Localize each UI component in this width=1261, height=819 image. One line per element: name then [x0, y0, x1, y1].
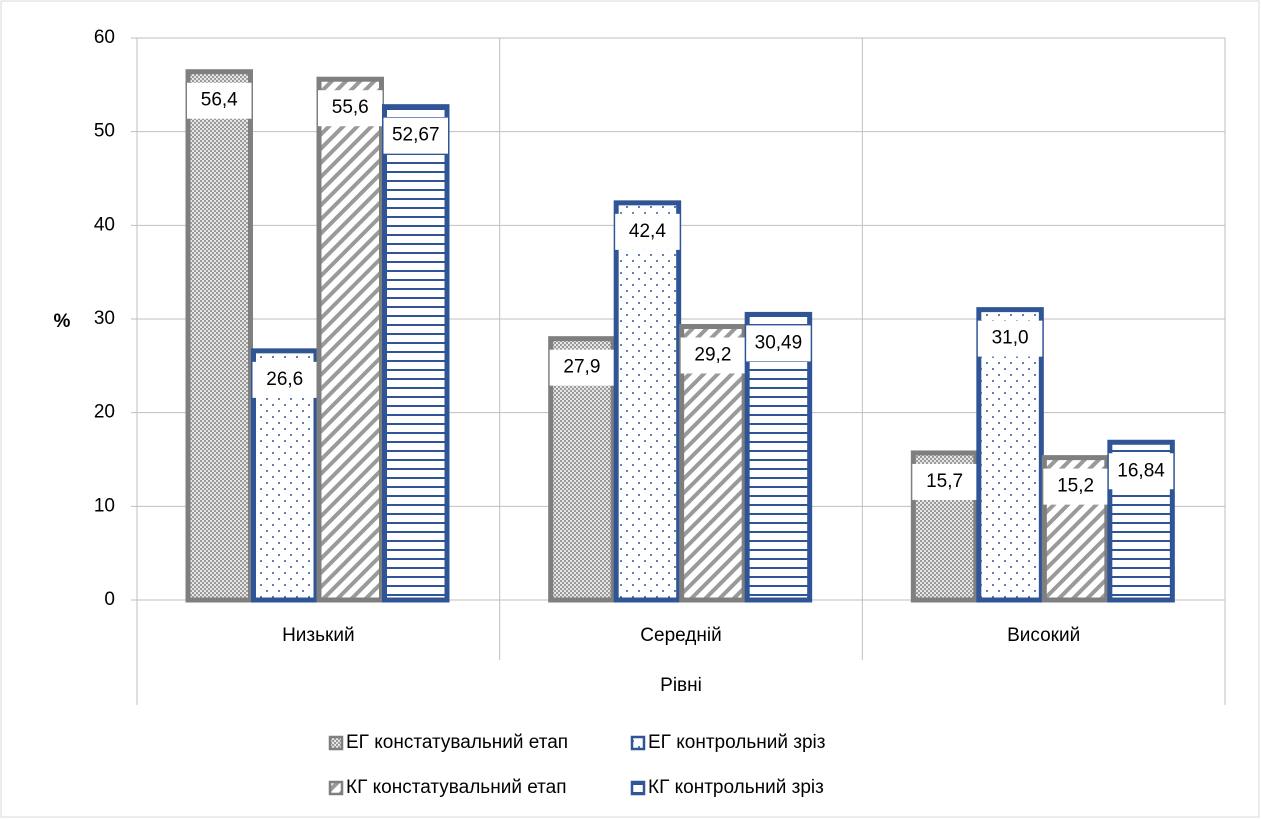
data-label: 31,0: [992, 328, 1029, 349]
data-label-box: [252, 361, 317, 398]
data-label: 16,84: [1117, 460, 1165, 481]
data-label: 15,2: [1057, 476, 1094, 497]
y-tick-label: 10: [94, 495, 115, 516]
bar: [185, 69, 253, 603]
data-label: 42,4: [629, 221, 666, 242]
data-label: 26,6: [266, 369, 303, 390]
data-label: 30,49: [755, 332, 803, 353]
data-label-box: [746, 325, 811, 362]
bar: [382, 104, 450, 603]
data-label-box: [977, 320, 1043, 357]
data-label-box: [615, 213, 680, 250]
bar: [316, 76, 384, 603]
data-label-box: [912, 463, 977, 500]
data-label-box: [318, 90, 383, 127]
data-label-box: [549, 349, 615, 386]
data-label: 55,6: [332, 97, 369, 118]
legend-label: ЕГ контрольний зріз: [648, 732, 825, 753]
legend-swatch: [328, 735, 344, 751]
data-label: 52,67: [392, 125, 440, 146]
y-tick-label: 40: [94, 214, 115, 235]
x-axis-label: Рівні: [660, 675, 702, 696]
y-tick-label: 0: [104, 589, 115, 610]
bar: [976, 307, 1044, 603]
legend-swatch: [630, 735, 646, 751]
data-label-box: [1043, 468, 1108, 505]
x-tick-label: Низький: [282, 625, 354, 646]
legend-label: КГ констатувальний етап: [346, 777, 567, 798]
data-label-box: [187, 82, 252, 119]
y-tick-label: 60: [94, 27, 115, 48]
data-label: 29,2: [694, 345, 731, 366]
data-label: 27,9: [563, 357, 600, 378]
bar: [744, 311, 813, 603]
data-label-box: [1108, 453, 1174, 490]
x-tick-label: Середній: [640, 625, 721, 646]
data-label: 15,7: [926, 471, 963, 492]
legend-swatch: [630, 780, 646, 796]
data-label: 56,4: [201, 90, 238, 111]
data-label-box: [383, 117, 448, 154]
legend-label: ЕГ констатувальний етап: [346, 732, 568, 753]
bar: [613, 200, 682, 603]
y-tick-label: 30: [94, 308, 115, 329]
legend-swatch: [328, 780, 344, 796]
y-axis-label: %: [54, 311, 71, 332]
legend-label: КГ контрольний зріз: [648, 777, 824, 798]
data-label-box: [680, 337, 746, 374]
y-tick-label: 50: [94, 121, 115, 142]
x-tick-label: Високий: [1007, 625, 1080, 646]
y-tick-label: 20: [94, 402, 115, 423]
